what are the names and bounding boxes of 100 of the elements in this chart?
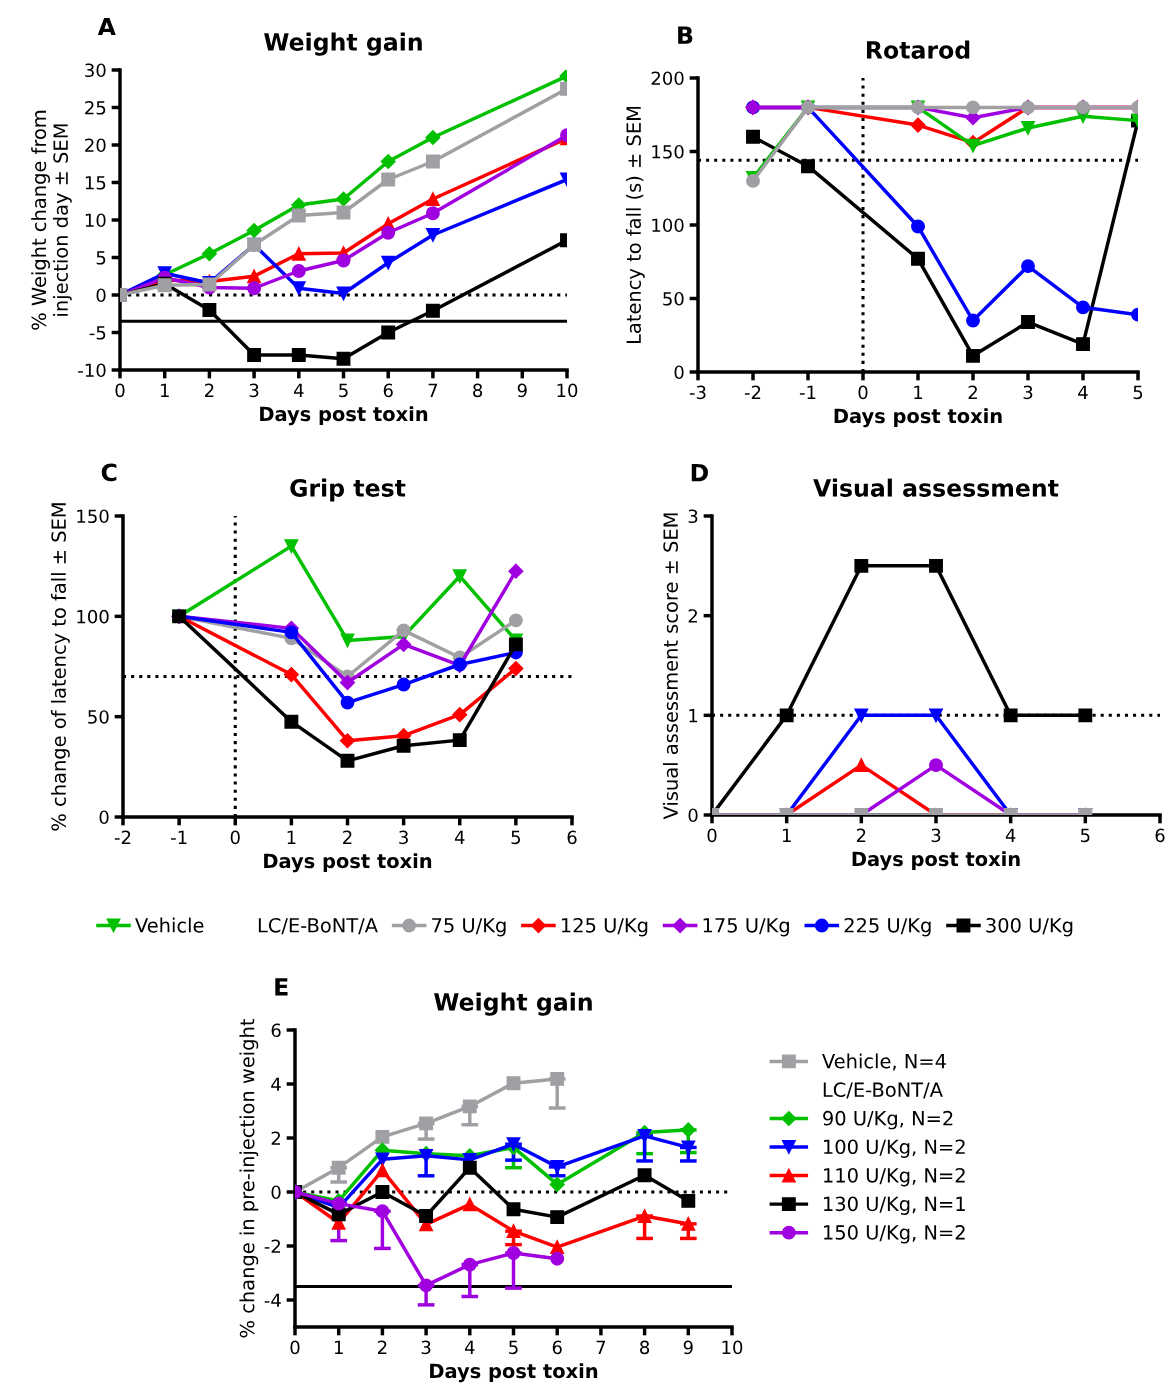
x-tick-label: 2 bbox=[204, 383, 214, 397]
y-tick-label: 100 bbox=[652, 218, 684, 233]
y-tick-label: 150 bbox=[77, 509, 109, 524]
x-axis-title: Days post toxin bbox=[430, 1363, 598, 1383]
x-tick-label: 10 bbox=[722, 1340, 743, 1355]
y-tick-label: 0 bbox=[271, 1185, 281, 1200]
x-tick-label: 3 bbox=[399, 830, 408, 845]
y-tick-label: 50 bbox=[663, 291, 684, 306]
y-axis-title: % change in pre-injection weight bbox=[239, 1018, 259, 1338]
y-tick-label: 10 bbox=[85, 213, 106, 228]
y-tick-label: -5 bbox=[89, 326, 106, 340]
y-tick-label: -10 bbox=[78, 363, 106, 378]
x-tick-label: 0 bbox=[230, 830, 240, 845]
x-tick-label: 6 bbox=[1155, 828, 1165, 843]
chart-title: Rotarod bbox=[866, 40, 970, 59]
x-tick-label: 0 bbox=[115, 383, 125, 398]
x-tick-label: 6 bbox=[552, 1340, 562, 1355]
x-tick-label: 8 bbox=[640, 1340, 650, 1355]
legend-label: Vehicle, N=4 bbox=[822, 1053, 946, 1071]
text: B bbox=[678, 26, 693, 44]
x-tick-label: 7 bbox=[428, 383, 438, 397]
y-tick-label: 20 bbox=[85, 138, 106, 153]
y-tick-label: -4 bbox=[264, 1293, 281, 1307]
x-tick-label: 2 bbox=[968, 385, 977, 399]
legend-label: 75 U/Kg bbox=[432, 918, 506, 937]
y-tick-label: 15 bbox=[85, 176, 106, 190]
legend-label: Vehicle bbox=[135, 917, 204, 933]
legend-label: 300 U/Kg bbox=[986, 917, 1073, 937]
x-axis-title: Days post toxin bbox=[834, 408, 1002, 428]
x-tick-label: 1 bbox=[782, 828, 791, 842]
legend-title: LC/E-BoNT/A bbox=[258, 917, 378, 935]
y-tick-label: 100 bbox=[77, 609, 109, 624]
legend-title: LC/E-BoNT/A bbox=[823, 1082, 943, 1099]
x-tick-label: 3 bbox=[931, 828, 941, 843]
chart-title: Weight gain bbox=[264, 32, 422, 56]
y-axis-title: % Weight change from injection day ± SEM bbox=[31, 110, 72, 330]
y-tick-label: 30 bbox=[85, 63, 106, 78]
x-tick-label: 1 bbox=[914, 385, 923, 399]
x-tick-label: -1 bbox=[799, 385, 816, 399]
y-tick-label: 5 bbox=[96, 251, 106, 265]
y-tick-label: 2 bbox=[271, 1131, 280, 1145]
legend-label: 130 U/Kg, N=1 bbox=[824, 1196, 965, 1215]
y-tick-label: 2 bbox=[688, 609, 697, 623]
x-tick-label: 5 bbox=[339, 383, 348, 398]
x-tick-label: 9 bbox=[517, 383, 527, 398]
y-tick-label: 6 bbox=[271, 1023, 281, 1038]
x-tick-label: -3 bbox=[689, 385, 706, 400]
text: A bbox=[97, 17, 116, 36]
x-tick-label: 6 bbox=[567, 830, 577, 845]
text: C bbox=[101, 463, 117, 482]
x-tick-label: 9 bbox=[683, 1340, 693, 1355]
x-axis-title: Days post toxin bbox=[260, 406, 428, 426]
y-axis-title: Visual assessment score ± SEM bbox=[662, 513, 678, 820]
y-tick-label: 4 bbox=[271, 1077, 281, 1091]
y-tick-label: 0 bbox=[99, 810, 109, 825]
x-tick-label: 3 bbox=[249, 383, 259, 398]
x-tick-label: 4 bbox=[1005, 828, 1016, 842]
x-tick-label: 4 bbox=[293, 383, 304, 397]
y-axis-title: Latency to fall (s) ± SEM bbox=[625, 106, 645, 344]
y-tick-label: 150 bbox=[652, 144, 684, 159]
x-tick-label: 6 bbox=[383, 383, 393, 398]
y-tick-label: -2 bbox=[264, 1239, 280, 1253]
x-tick-label: 0 bbox=[707, 828, 717, 843]
y-tick-label: 0 bbox=[96, 288, 106, 303]
legend-label: 125 U/Kg bbox=[561, 917, 648, 937]
text: E bbox=[275, 978, 288, 996]
x-tick-label: 3 bbox=[1023, 385, 1033, 400]
x-tick-label: 0 bbox=[290, 1340, 300, 1355]
text: D bbox=[691, 463, 708, 482]
y-tick-label: 200 bbox=[651, 71, 684, 86]
x-tick-label: 4 bbox=[1078, 385, 1088, 399]
x-tick-label: 3 bbox=[421, 1340, 431, 1355]
x-axis-title: Days post toxin bbox=[852, 851, 1020, 871]
y-tick-label: 0 bbox=[688, 808, 698, 823]
y-tick-label: 25 bbox=[85, 100, 106, 115]
y-tick-label: 50 bbox=[88, 710, 109, 724]
x-tick-label: 7 bbox=[596, 1340, 606, 1354]
chart-title: Visual assessment bbox=[813, 478, 1059, 497]
x-tick-label: 1 bbox=[334, 1340, 343, 1354]
x-tick-label: 5 bbox=[1080, 828, 1090, 843]
x-tick-label: 5 bbox=[509, 1340, 518, 1355]
x-tick-label: 1 bbox=[287, 830, 296, 844]
x-tick-label: 10 bbox=[557, 383, 578, 398]
x-tick-label: 4 bbox=[464, 1340, 475, 1354]
x-tick-label: 1 bbox=[160, 383, 169, 397]
x-tick-label: 4 bbox=[454, 830, 465, 844]
legend-label: 150 U/Kg, N=2 bbox=[824, 1225, 965, 1244]
x-tick-label: -2 bbox=[744, 385, 761, 399]
y-tick-label: 1 bbox=[689, 709, 698, 723]
y-tick-label: 0 bbox=[674, 365, 684, 380]
x-tick-label: 5 bbox=[1133, 385, 1143, 400]
x-axis-title: Days post toxin bbox=[264, 853, 432, 873]
chart-title: Grip test bbox=[290, 478, 406, 502]
y-tick-label: 3 bbox=[688, 509, 698, 524]
x-tick-label: 2 bbox=[343, 830, 352, 844]
x-tick-label: 2 bbox=[856, 828, 866, 842]
x-tick-label: -1 bbox=[171, 830, 187, 844]
legend-label: 90 U/Kg, N=2 bbox=[823, 1110, 953, 1130]
x-tick-label: -2 bbox=[114, 830, 131, 844]
legend-label: 225 U/Kg bbox=[844, 917, 931, 937]
